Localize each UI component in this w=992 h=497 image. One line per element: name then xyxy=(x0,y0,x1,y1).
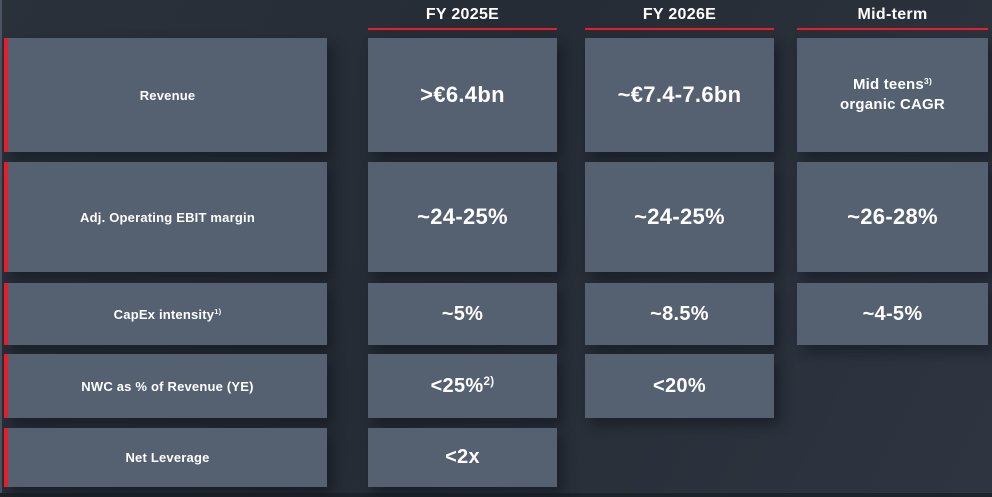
row-label-text: Adj. Operating EBIT margin xyxy=(80,209,255,225)
slide-bottom-edge xyxy=(0,493,992,497)
cell-ebit-midterm: ~26-28% xyxy=(797,162,988,272)
cell-value-text: ~26-28% xyxy=(847,204,938,229)
cell-value-text: ~8.5% xyxy=(650,302,709,325)
column-header-midterm: Mid-term xyxy=(797,2,988,30)
cell-value-text: ~24-25% xyxy=(417,204,508,229)
cell-value-text: ~24-25% xyxy=(634,204,725,229)
cell-value-text: >€6.4bn xyxy=(420,82,505,107)
cell-value-text: Mid teens xyxy=(852,76,924,93)
row-label-revenue: Revenue xyxy=(4,38,327,152)
cell-capex-midterm: ~4-5% xyxy=(797,283,988,345)
cell-value-line2: organic CAGR xyxy=(840,96,945,113)
cell-capex-fy2025: ~5% xyxy=(368,283,557,345)
row-label-capex: CapEx intensity 1) xyxy=(4,283,327,345)
row-label-text: CapEx intensity 1) xyxy=(113,306,222,322)
row-label-ebit-margin: Adj. Operating EBIT margin xyxy=(4,162,327,272)
cell-value-text: ~€7.4-7.6bn xyxy=(617,82,742,107)
cell-value-text: <20% xyxy=(653,374,706,397)
cell-value-text: <25% 2) xyxy=(430,374,495,397)
row-label-net-leverage: Net Leverage xyxy=(4,428,327,487)
cell-net-leverage-fy2025: <2x xyxy=(368,428,557,487)
cell-nwc-fy2026: <20% xyxy=(585,354,774,418)
row-label-text: NWC as % of Revenue (YE) xyxy=(81,378,254,394)
cell-revenue-midterm: Mid teens 3) organic CAGR xyxy=(797,38,988,152)
cell-value-text: ~4-5% xyxy=(862,302,923,325)
slide-left-edge xyxy=(0,0,2,497)
cell-revenue-fy2025: >€6.4bn xyxy=(368,38,557,152)
column-header-fy2026: FY 2026E xyxy=(585,2,774,30)
cell-value-line1: Mid teens 3) xyxy=(852,76,933,93)
cell-ebit-fy2026: ~24-25% xyxy=(585,162,774,272)
row-label-text: Revenue xyxy=(139,87,196,103)
cell-value-text: ~5% xyxy=(441,302,484,325)
cell-nwc-fy2025: <25% 2) xyxy=(368,354,557,418)
cell-value-text: <2x xyxy=(445,446,480,468)
cell-capex-fy2026: ~8.5% xyxy=(585,283,774,345)
cell-ebit-fy2025: ~24-25% xyxy=(368,162,557,272)
row-label-nwc: NWC as % of Revenue (YE) xyxy=(4,354,327,418)
row-label-text: Net Leverage xyxy=(125,450,210,465)
cell-revenue-fy2026: ~€7.4-7.6bn xyxy=(585,38,774,152)
column-header-fy2025: FY 2025E xyxy=(368,2,557,30)
